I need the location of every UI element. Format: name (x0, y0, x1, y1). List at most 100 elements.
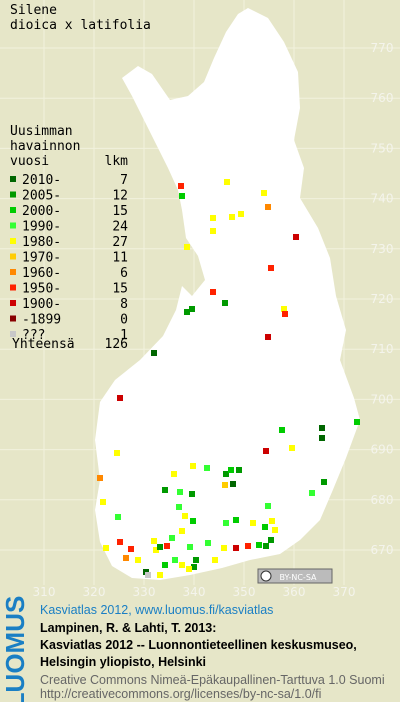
legend-swatch (10, 269, 16, 275)
observation (177, 489, 183, 495)
legend-label: 1980- (22, 235, 61, 250)
legend-swatch (10, 191, 16, 198)
legend-swatch (10, 315, 16, 322)
subtitle: dioica x latifolia (10, 18, 151, 33)
observation (191, 564, 197, 570)
legend-count: 24 (112, 220, 128, 235)
observation (228, 467, 234, 473)
legend-count: 6 (120, 266, 128, 281)
observation (265, 503, 271, 509)
observation (145, 572, 151, 578)
legend-label: 2010- (22, 173, 61, 188)
observation (162, 562, 168, 568)
legend-label: ??? (22, 328, 45, 343)
observation (268, 265, 274, 271)
link: Kasviatlas 2012, www.luomus.fi/kasviatla… (40, 603, 273, 617)
legend-swatch (10, 300, 16, 306)
legend-count: 27 (112, 235, 128, 250)
observation (223, 471, 229, 477)
legend-count: 15 (112, 204, 128, 219)
y-axis-label: 730 (371, 242, 394, 256)
observation (229, 214, 235, 220)
legend-count: 0 (120, 313, 128, 328)
legend-swatch (10, 222, 16, 229)
legend-count: 1 (120, 328, 128, 343)
observation (293, 234, 299, 240)
citation: Kasviatlas 2012 -- Luonnontieteellinen k… (40, 638, 357, 652)
observation (319, 435, 325, 441)
observation (210, 289, 216, 295)
observation (233, 545, 239, 551)
observation (128, 546, 134, 552)
observation (233, 517, 239, 523)
observation (210, 215, 216, 221)
x-axis-label: 370 (333, 585, 356, 599)
x-axis-label: 320 (83, 585, 106, 599)
citation: Lampinen, R. & Lahti, T. 2013: (40, 621, 216, 635)
observation (179, 562, 185, 568)
observation (212, 557, 218, 563)
y-axis-label: 670 (371, 543, 394, 557)
y-axis-label: 770 (371, 41, 394, 55)
x-axis-label: 340 (183, 585, 206, 599)
observation (272, 527, 278, 533)
legend-swatch (10, 331, 16, 337)
observation (97, 475, 103, 481)
license: Creative Commons Nimeä-Epäkaupallinen-Ta… (40, 673, 385, 687)
observation (250, 520, 256, 526)
legend-swatch (10, 284, 16, 291)
logo: LUOMUS (0, 596, 30, 702)
observation (117, 539, 123, 545)
observation (115, 514, 121, 520)
legend-label: 1900- (22, 297, 61, 312)
y-axis-label: 720 (371, 292, 394, 306)
observation (289, 445, 295, 451)
legend-label: 1990- (22, 220, 61, 235)
observation (222, 300, 228, 306)
observation (151, 538, 157, 544)
observation (222, 482, 228, 488)
legend-label: 1950- (22, 282, 61, 297)
citation: Helsingin yliopisto, Helsinki (40, 655, 206, 669)
observation (169, 535, 175, 541)
observation (176, 504, 182, 510)
observation (262, 524, 268, 530)
legend-heading: Uusimman (10, 124, 73, 139)
total-label: Yhteensä (12, 337, 75, 352)
observation (153, 547, 159, 553)
legend-count: 15 (112, 282, 128, 297)
observation (210, 228, 216, 234)
observation (184, 309, 190, 315)
observation (265, 204, 271, 210)
observation (100, 499, 106, 505)
legend-count-heading: lkm (105, 154, 129, 169)
y-axis-label: 760 (371, 91, 394, 105)
observation (182, 513, 188, 519)
cc-icon (260, 570, 272, 582)
observation (164, 543, 170, 549)
x-axis-label: 360 (283, 585, 306, 599)
legend-heading: vuosi (10, 154, 49, 169)
observation (171, 471, 177, 477)
x-axis-label: 350 (233, 585, 256, 599)
observation (321, 479, 327, 485)
observation (162, 487, 168, 493)
observation (261, 190, 267, 196)
observation (263, 448, 269, 454)
legend-label: -1899 (22, 313, 61, 328)
legend-label: 1970- (22, 251, 61, 266)
legend-label: 2000- (22, 204, 61, 219)
observation (117, 395, 123, 401)
legend-heading: havainnon (10, 139, 80, 154)
y-axis-label: 680 (371, 493, 394, 507)
badge-box (257, 568, 333, 584)
observations (97, 179, 360, 578)
legend-swatch (10, 207, 16, 213)
legend-count: 8 (120, 297, 128, 312)
observation (223, 520, 229, 526)
observation (178, 183, 184, 189)
y-axis-label: 710 (371, 342, 394, 356)
